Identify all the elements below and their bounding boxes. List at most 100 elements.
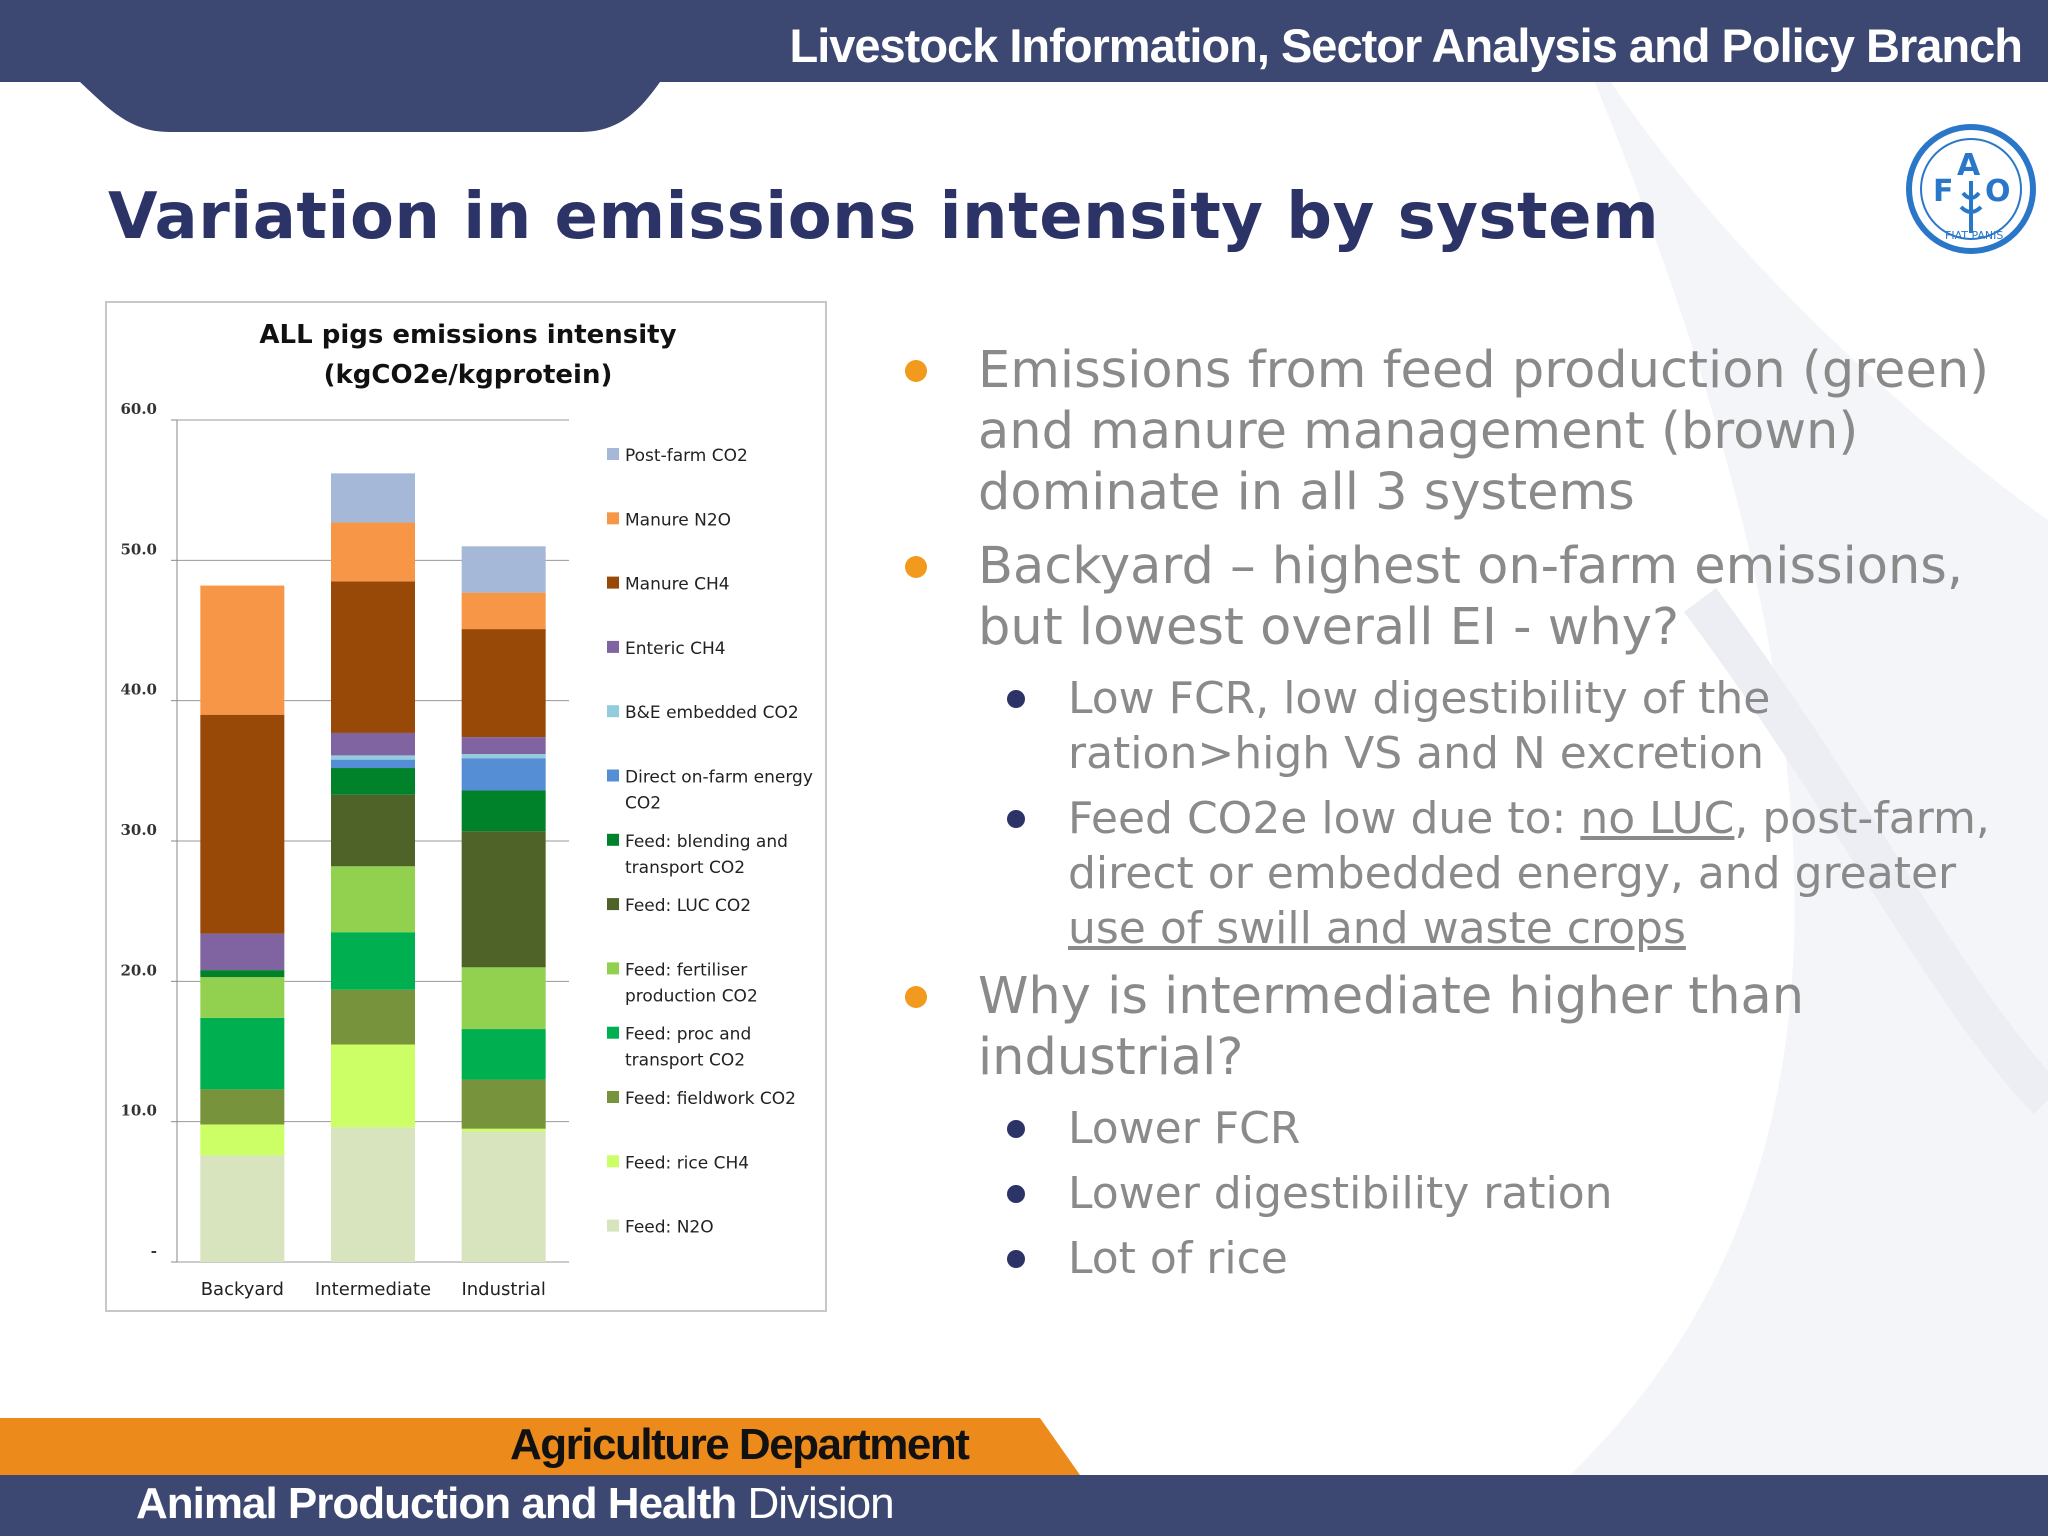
bar-segment [200,1155,285,1262]
navy-bullet-icon [1007,1185,1025,1203]
navy-bullet-icon [1007,810,1025,828]
legend-label: Feed: rice CH4 [625,1153,749,1173]
bullet-3-text: Why is intermediate higher than industri… [978,967,1805,1087]
logo-motto: FIAT PANIS [1945,229,2003,242]
footer-department: Agriculture Department [510,1420,970,1469]
fao-logo-icon: F A O FIAT PANIS [1906,124,2036,254]
bar-segment [200,1124,285,1156]
bullet-list: Emissions from feed production (green) a… [900,340,2020,1296]
bullet-2-text: Backyard – highest on-farm emissions, bu… [978,537,1964,657]
legend-label: B&E embedded CO2 [625,703,799,723]
branch-title: Livestock Information, Sector Analysis a… [789,19,2023,72]
orange-bullet-icon [905,360,927,382]
legend-label: Manure N2O [625,510,731,530]
bar-segment [200,1017,285,1090]
x-tick-label: Industrial [461,1279,545,1300]
bar-segment [461,758,546,791]
bar-segment [200,970,285,978]
y-tick-label: 40.0 [120,681,157,699]
bullet-3: Why is intermediate higher than industri… [900,966,2020,1088]
bar-segment [200,977,285,1018]
sub-bullet-3b-text: Lower digestibility ration [1068,1168,1613,1219]
sub-bullet-3b: Lower digestibility ration [900,1166,2020,1221]
bar-segment [461,1128,546,1132]
sub-bullet-2b-mid: , post-farm, direct or embedded energy, … [1068,793,1990,899]
bar-segment [331,932,415,990]
sub-bullet-3a-text: Lower FCR [1068,1103,1301,1154]
legend-swatch [607,576,619,589]
bar-segment [331,768,415,795]
bar-segment [200,714,285,934]
bar-segment [200,933,285,971]
x-tick-label: Backyard [201,1279,284,1300]
legend-label: Feed: blending and transport CO2 [625,832,788,878]
bar-segment [331,1127,415,1262]
legend-swatch [607,898,619,911]
sub-bullet-3c: Lot of rice [900,1231,2020,1286]
bar-segment [461,1029,546,1080]
legend-label: Feed: N2O [625,1218,714,1238]
bar-segment [461,737,546,754]
legend-swatch [607,1026,619,1039]
y-tick-label: 20.0 [120,961,157,979]
legend-swatch [607,705,619,718]
logo-letter-o: O [1985,174,2011,209]
bar-segment [331,522,415,582]
underline-no-luc: no LUC [1580,793,1735,844]
legend-swatch [607,1091,619,1103]
bar-segment [331,794,415,867]
bar-segment [331,732,415,756]
header-band [0,0,2048,82]
legend-label: Feed: fertiliser production CO2 [625,960,758,1006]
bar-segment [461,790,546,832]
sub-bullet-2b: Feed CO2e low due to: no LUC, post-farm,… [900,791,2020,956]
legend-label: Feed: LUC CO2 [625,896,751,916]
bar-segment [461,967,546,1030]
bullet-1: Emissions from feed production (green) a… [900,340,2020,523]
sub-bullet-2b-pre: Feed CO2e low due to: [1068,793,1581,844]
bar-segment [331,755,415,760]
y-tick-label: 50.0 [120,540,157,558]
bar-segment [331,1044,415,1128]
legend-label: Post-farm CO2 [625,446,748,466]
bar-segment [461,629,546,738]
legend-swatch [607,1219,619,1232]
bar-segment [461,546,546,593]
footer-division-bold: Animal Production and Health [136,1479,737,1528]
sub-bullet-3c-text: Lot of rice [1068,1233,1288,1284]
legend-label: Manure CH4 [625,575,730,595]
legend-swatch [607,1155,619,1168]
sub-bullet-2a-text: Low FCR, low digestibility of the ration… [1068,673,1771,779]
bar-segment [461,831,546,968]
legend-label: Feed: fieldwork CO2 [625,1089,796,1109]
legend-swatch [607,962,619,975]
header-tab [80,82,660,132]
footer-curve [1040,1475,1200,1536]
sub-bullet-2a: Low FCR, low digestibility of the ration… [900,671,2020,781]
bar-segment [461,592,546,630]
bullet-2: Backyard – highest on-farm emissions, bu… [900,536,2020,658]
footer-navy-band [0,1475,2048,1536]
navy-bullet-icon [1007,1250,1025,1268]
y-tick-label: - [151,1242,157,1260]
stacked-bar-chart: ALL pigs emissions intensity (kgCO2e/kgpr… [120,320,812,1300]
y-tick-label: 60.0 [120,400,157,418]
orange-bullet-icon [905,556,927,578]
bar-segment [331,866,415,933]
logo-letter-f: F [1933,174,1954,209]
sub-bullet-3a: Lower FCR [900,1101,2020,1156]
bar-segment [461,1079,546,1129]
bullet-1-text: Emissions from feed production (green) a… [978,341,1990,522]
chart-title-line: (kgCO2e/kgprotein) [324,360,613,390]
navy-bullet-icon [1007,1120,1025,1138]
footer-division-regular: Division [736,1479,895,1528]
watermark-swoosh [1500,0,2048,1536]
bar-segment [461,753,546,759]
legend-label: Enteric CH4 [625,639,726,659]
bar-segment [331,989,415,1045]
navy-bullet-icon [1007,690,1025,708]
chart-title-line: ALL pigs emissions intensity [259,320,676,350]
footer-division: Animal Production and Health Division [136,1479,895,1529]
slide-title: Variation in emissions intensity by syst… [108,180,1660,254]
